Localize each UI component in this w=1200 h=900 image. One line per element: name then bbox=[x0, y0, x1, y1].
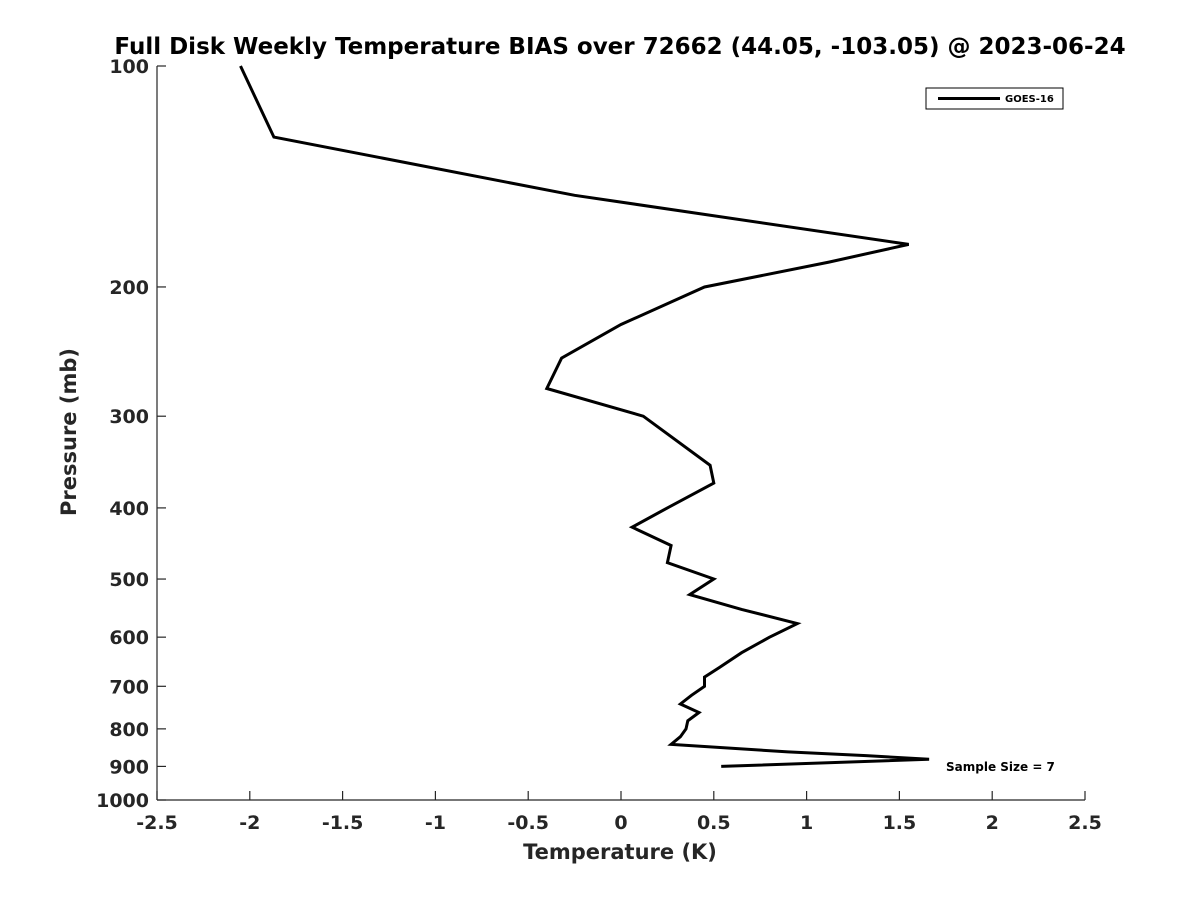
x-tick-label: 1 bbox=[800, 812, 813, 834]
x-tick-label: -2 bbox=[239, 812, 260, 834]
x-tick-label: 1.5 bbox=[883, 812, 917, 834]
series-layer bbox=[239, 65, 930, 768]
y-tick-label: 1000 bbox=[96, 790, 149, 812]
y-tick-label: 300 bbox=[109, 406, 149, 428]
y-tick-label: 600 bbox=[109, 627, 149, 649]
y-tick-label: 500 bbox=[109, 569, 149, 591]
legend: GOES-16 bbox=[925, 87, 1064, 110]
chart-title: Full Disk Weekly Temperature BIAS over 7… bbox=[114, 34, 1125, 60]
series-line-goes-16 bbox=[239, 65, 930, 768]
y-tick-label: 100 bbox=[109, 56, 149, 78]
y-tick-label: 200 bbox=[109, 277, 149, 299]
y-axis-ticks: 100 200 300 400 500 600 700 800 900 1000 bbox=[96, 56, 166, 812]
x-tick-label: 0.5 bbox=[697, 812, 731, 834]
y-tick-label: 900 bbox=[109, 756, 149, 778]
x-tick-label: 0 bbox=[614, 812, 627, 834]
x-tick-label: 2.5 bbox=[1068, 812, 1102, 834]
legend-label-goes-16: GOES-16 bbox=[1005, 94, 1054, 105]
x-tick-label: -0.5 bbox=[507, 812, 549, 834]
x-tick-label: -2.5 bbox=[136, 812, 178, 834]
x-tick-label: 2 bbox=[986, 812, 999, 834]
axes bbox=[156, 66, 1085, 801]
x-axis-ticks: -2.5 -2 -1.5 -1 -0.5 0 0.5 1 1.5 2 2.5 bbox=[136, 791, 1102, 834]
y-tick-label: 800 bbox=[109, 719, 149, 741]
x-tick-label: -1 bbox=[425, 812, 446, 834]
sample-size-annotation: Sample Size = 7 bbox=[946, 760, 1055, 774]
y-tick-label: 400 bbox=[109, 498, 149, 520]
x-axis-label: Temperature (K) bbox=[523, 840, 717, 864]
y-tick-label: 700 bbox=[109, 676, 149, 698]
y-axis-label: Pressure (mb) bbox=[57, 348, 81, 516]
x-tick-label: -1.5 bbox=[322, 812, 364, 834]
